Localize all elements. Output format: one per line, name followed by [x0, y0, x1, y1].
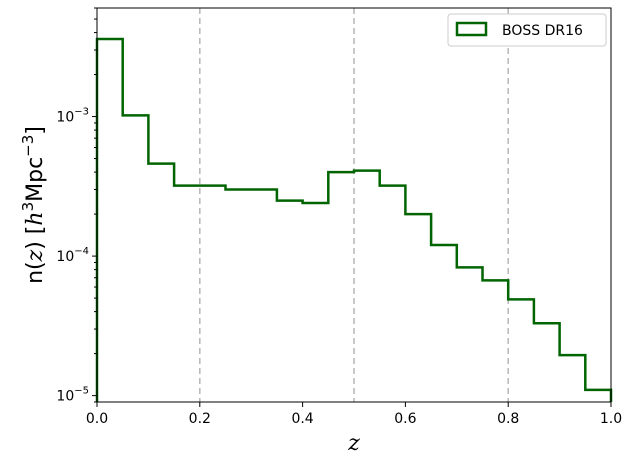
- x-tick-label-2: 0.4: [291, 411, 313, 427]
- x-tick-label-0: 0.0: [86, 411, 108, 427]
- y-axis-title: n(z) [h3Mpc−3]: [19, 126, 48, 284]
- reference-lines: [199, 8, 510, 402]
- x-axis-ticks: 0.0 0.2 0.4 0.6 0.8 1.0: [86, 402, 622, 427]
- y-tick-label-2: 10−3: [56, 107, 89, 126]
- legend-box: [447, 13, 607, 47]
- y-tick-label-1: 10−4: [56, 246, 89, 265]
- x-tick-label-3: 0.6: [394, 411, 416, 427]
- x-tick-label-5: 1.0: [600, 411, 622, 427]
- x-tick-label-4: 0.8: [497, 411, 519, 427]
- x-axis-title: z: [347, 431, 360, 453]
- legend: BOSS DR16: [447, 13, 607, 47]
- legend-label: BOSS DR16: [502, 23, 583, 39]
- x-tick-label-1: 0.2: [189, 411, 211, 427]
- y-axis-ticks: 10−5 10−4 10−3: [56, 7, 97, 405]
- series-group: [95, 37, 613, 402]
- plot-frame: [96, 7, 612, 403]
- y-tick-label-0: 10−5: [56, 386, 89, 405]
- series-line-0: [95, 37, 613, 402]
- legend-swatch: [455, 21, 488, 37]
